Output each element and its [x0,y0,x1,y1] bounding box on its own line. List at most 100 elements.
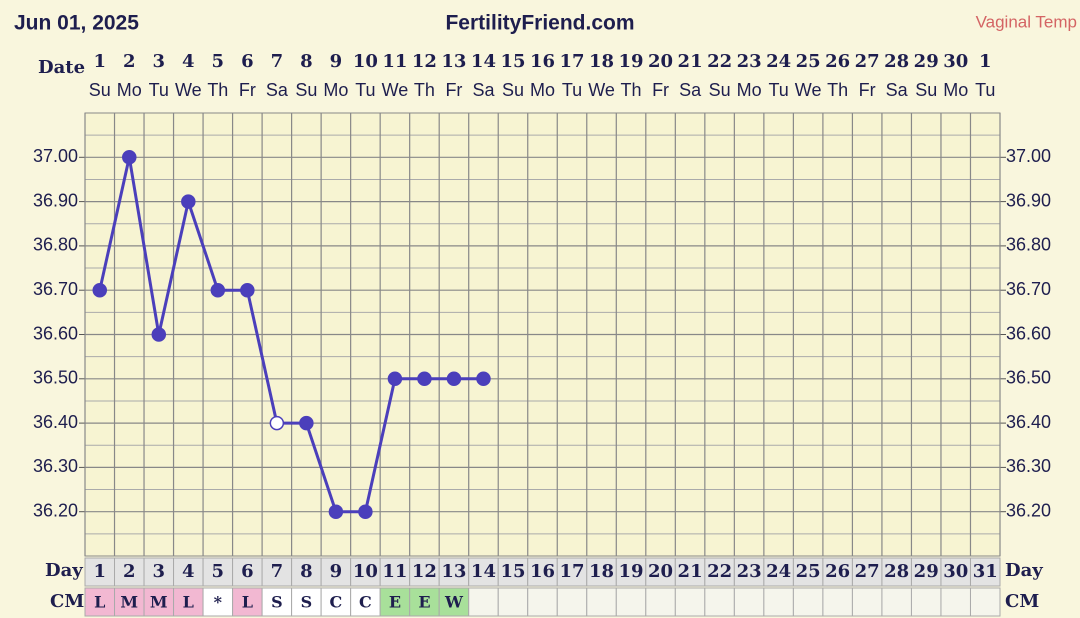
weekday-label: Tu [149,80,169,100]
cm-label: M [120,593,138,612]
cm-cell [733,587,765,617]
day-cell [527,557,558,587]
y-tick-label: 36.30 [33,456,78,476]
temp-point [92,282,108,298]
cm-label: E [418,593,430,612]
day-cell [409,557,440,587]
day-cell [763,557,794,587]
day-label: 9 [330,561,343,582]
cm-cell [615,587,647,617]
cm-cell [468,587,499,617]
day-cell [379,557,411,587]
y-tick-label: 36.70 [33,279,78,299]
temp-point [328,504,344,519]
weekday-label: Th [207,80,228,100]
day-label: 29 [914,561,939,582]
date-label: 5 [212,51,225,72]
y-tick-label: 36.50 [33,368,78,388]
date-label: 18 [589,51,614,72]
y2-tick-label: 36.50 [1006,368,1051,388]
temp-point [122,150,137,165]
temp-point [210,282,226,298]
cm-cell [645,587,676,617]
date-label: 14 [471,51,496,72]
date-label: 13 [441,51,466,72]
day-label: 5 [212,561,225,582]
day-label: 18 [589,561,614,582]
day-cell [468,557,499,587]
weekday-label: Fr [859,80,876,100]
day-cell [969,557,1001,587]
cm-label: W [444,593,464,612]
day-label: 8 [300,561,313,582]
y2-tick-label: 36.90 [1006,190,1051,210]
date-label: 23 [737,51,762,72]
date-label: 25 [796,51,821,72]
cm-row-label-right: CM [1005,591,1039,612]
day-label: 7 [271,561,284,582]
temp-point [387,371,403,387]
cm-cell [881,587,912,617]
cm-cell [940,587,971,617]
day-cell [114,557,145,587]
day-label: 20 [648,561,673,582]
cm-label: L [242,593,253,612]
cm-cell [763,587,794,617]
date-label: 17 [559,51,584,72]
day-label: 30 [943,561,968,582]
temp-point [151,327,167,342]
cm-cell [910,587,942,617]
day-cell [940,557,971,587]
y-tick-label: 36.20 [33,500,78,520]
chart-date: Jun 01, 2025 [14,12,139,35]
temp-point [446,371,462,387]
y2-tick-label: 36.80 [1006,235,1051,255]
date-label: 16 [530,51,555,72]
cm-cell [497,587,529,617]
cm-cell [851,587,883,617]
date-label: 24 [766,51,791,72]
y2-tick-label: 36.40 [1006,412,1051,432]
day-label: 2 [123,561,136,582]
day-cell [822,557,853,587]
day-cell [674,557,706,587]
date-label: 12 [412,51,437,72]
y-tick-label: 36.80 [33,235,78,255]
cm-row-label: CM [50,591,84,612]
day-cell [497,557,529,587]
cm-cell [674,587,706,617]
temp-point [240,282,255,298]
day-label: 28 [884,561,909,582]
temp-point [417,371,432,387]
day-label: 16 [530,561,555,582]
day-label: 6 [241,561,254,582]
day-label: 24 [766,561,791,582]
cm-cell [350,587,381,617]
day-label: 15 [500,561,525,582]
date-label: 6 [241,51,254,72]
day-label: 14 [471,561,496,582]
date-label: 26 [825,51,850,72]
cm-cell [173,587,204,617]
cm-label: C [330,593,343,612]
date-label: 30 [943,51,968,72]
cm-cell [143,587,175,617]
date-label: 8 [300,51,313,72]
date-label: 2 [123,51,136,72]
y2-tick-label: 36.30 [1006,456,1051,476]
day-label: 4 [182,561,195,582]
date-label: 29 [914,51,939,72]
day-cell [202,557,234,587]
temp-point [269,415,285,431]
day-label: 1 [93,561,106,582]
day-label: 19 [619,561,644,582]
y-tick-label: 36.60 [33,323,78,343]
day-cell [615,557,647,587]
date-label: 20 [648,51,673,72]
cm-label: L [183,593,194,612]
weekday-label: Fr [652,80,669,100]
temp-point [358,504,373,519]
temp-point [476,371,491,387]
weekday-label: We [175,80,202,100]
